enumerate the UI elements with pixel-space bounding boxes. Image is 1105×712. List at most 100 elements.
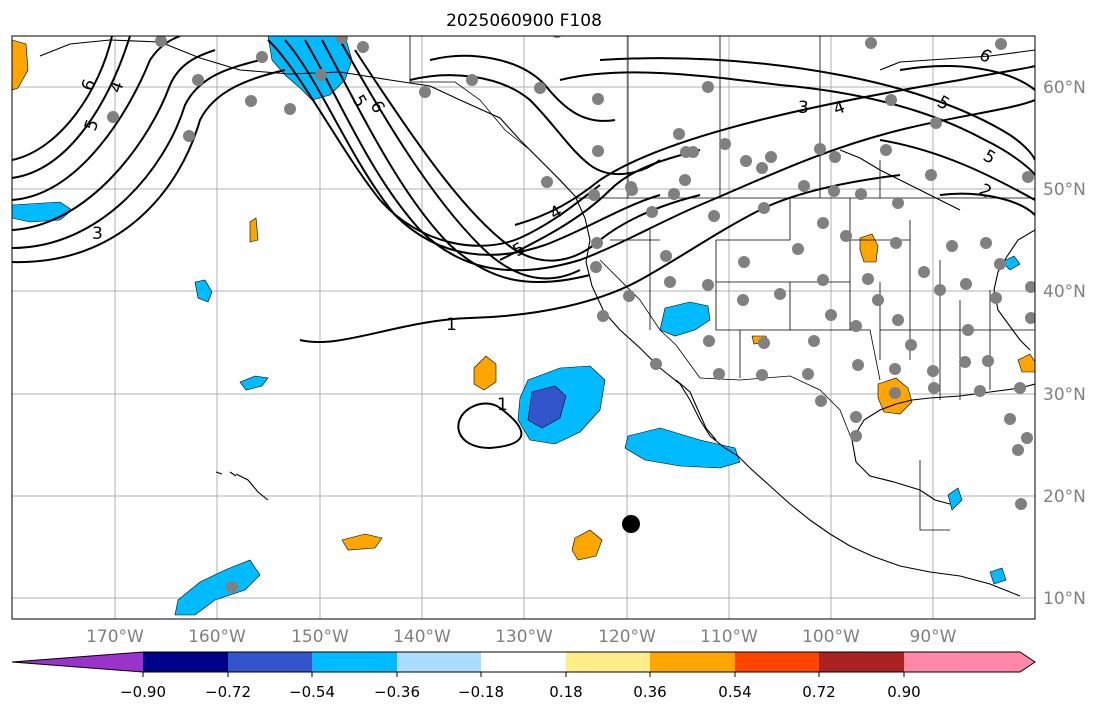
positive-anomaly-region <box>1017 353 1035 373</box>
station-marker <box>702 81 714 93</box>
station-marker <box>982 355 994 367</box>
station-marker <box>774 288 786 300</box>
colorbar-segment <box>481 652 566 672</box>
negative-anomaly-region <box>174 559 261 616</box>
colorbar-ticks <box>142 672 905 677</box>
positive-anomaly-region <box>249 217 259 243</box>
positive-anomaly-region <box>859 233 879 263</box>
negative-anomaly-region <box>1001 255 1021 271</box>
station-marker <box>1022 171 1034 183</box>
longitude-label: 140°W <box>393 627 451 647</box>
station-marker <box>713 368 725 380</box>
colorbar-tick-label: −0.54 <box>289 683 335 701</box>
station-marker <box>960 278 972 290</box>
longitude-label: 110°W <box>700 627 758 647</box>
latitude-label: 50°N <box>1043 180 1086 200</box>
station-marker <box>814 143 826 155</box>
station-marker <box>994 258 1006 270</box>
station-marker <box>756 369 768 381</box>
contour-lines <box>12 36 1035 450</box>
latitude-label: 30°N <box>1043 385 1086 405</box>
station-marker <box>927 365 939 377</box>
latitude-labels: 10°N 20°N 30°N 40°N 50°N 60°N <box>1043 78 1086 609</box>
station-marker <box>850 411 862 423</box>
map-frame <box>11 35 1036 620</box>
station-marker <box>855 188 867 200</box>
colorbar-segment <box>143 652 228 672</box>
station-marker <box>758 337 770 349</box>
station-marker <box>959 356 971 368</box>
station-marker <box>892 314 904 326</box>
station-marker <box>1012 444 1024 456</box>
positive-anomaly-region <box>12 39 29 91</box>
station-marker <box>962 324 974 336</box>
negative-anomaly-region <box>624 427 741 469</box>
coastlines <box>39 39 1035 597</box>
station-marker <box>107 111 119 123</box>
latitude-label: 60°N <box>1043 78 1086 98</box>
station-marker <box>905 339 917 351</box>
station-marker <box>889 387 901 399</box>
station-marker <box>928 382 940 394</box>
station-marker <box>885 94 897 106</box>
positive-anomaly-region <box>571 529 603 561</box>
station-marker <box>284 103 296 115</box>
station-marker <box>852 359 864 371</box>
station-marker <box>802 368 814 380</box>
station-marker <box>626 184 638 196</box>
station-marker <box>592 145 604 157</box>
station-marker <box>880 144 892 156</box>
colorbar-segment <box>904 652 1020 672</box>
station-marker <box>591 237 603 249</box>
colorbar: −0.90 −0.72 −0.54 −0.36 −0.18 0.18 0.36 … <box>11 651 1036 701</box>
colorbar-segment <box>228 652 312 672</box>
station-marker <box>918 266 930 278</box>
station-marker <box>597 310 609 322</box>
colorbar-segment <box>819 652 904 672</box>
station-marker <box>660 250 672 262</box>
station-marker <box>673 128 685 140</box>
station-marker <box>646 206 658 218</box>
station-marker <box>840 230 852 242</box>
station-marker <box>792 243 804 255</box>
station-marker <box>192 74 204 86</box>
contour-label: 3 <box>92 224 103 244</box>
station-marker <box>719 138 731 150</box>
station-marker <box>758 202 770 214</box>
station-marker <box>974 385 986 397</box>
latitude-label: 10°N <box>1043 589 1086 609</box>
colorbar-segment <box>735 652 819 672</box>
station-marker <box>588 189 600 201</box>
station-marker <box>890 237 902 249</box>
station-marker <box>534 82 546 94</box>
contour-label: 3 <box>798 98 809 118</box>
station-marker <box>541 176 553 188</box>
colorbar-segments <box>12 652 1035 672</box>
station-marker <box>872 294 884 306</box>
longitude-label: 150°W <box>291 627 349 647</box>
longitude-labels: 170°W 160°W 150°W 140°W 130°W 120°W 110°… <box>86 627 957 647</box>
station-marker <box>980 237 992 249</box>
latitude-label: 40°N <box>1043 282 1086 302</box>
colorbar-tick-label: 0.18 <box>549 683 582 701</box>
station-marker <box>592 93 604 105</box>
station-marker <box>226 581 238 593</box>
station-marker <box>930 117 942 129</box>
station-marker <box>183 130 195 142</box>
station-marker <box>798 180 810 192</box>
station-marker <box>862 273 874 285</box>
colorbar-extend-high <box>1020 652 1035 672</box>
station-marker <box>738 256 750 268</box>
station-marker <box>808 335 820 347</box>
station-marker <box>664 276 676 288</box>
longitude-label: 100°W <box>802 627 860 647</box>
station-marker <box>990 292 1002 304</box>
colorbar-tick-label: 0.36 <box>633 683 666 701</box>
station-marker <box>865 37 877 49</box>
colorbar-tick-label: −0.18 <box>458 683 504 701</box>
negative-anomaly-region <box>194 279 213 303</box>
station-marker <box>708 210 720 222</box>
station-marker <box>623 290 635 302</box>
positive-anomaly-region <box>473 355 497 391</box>
